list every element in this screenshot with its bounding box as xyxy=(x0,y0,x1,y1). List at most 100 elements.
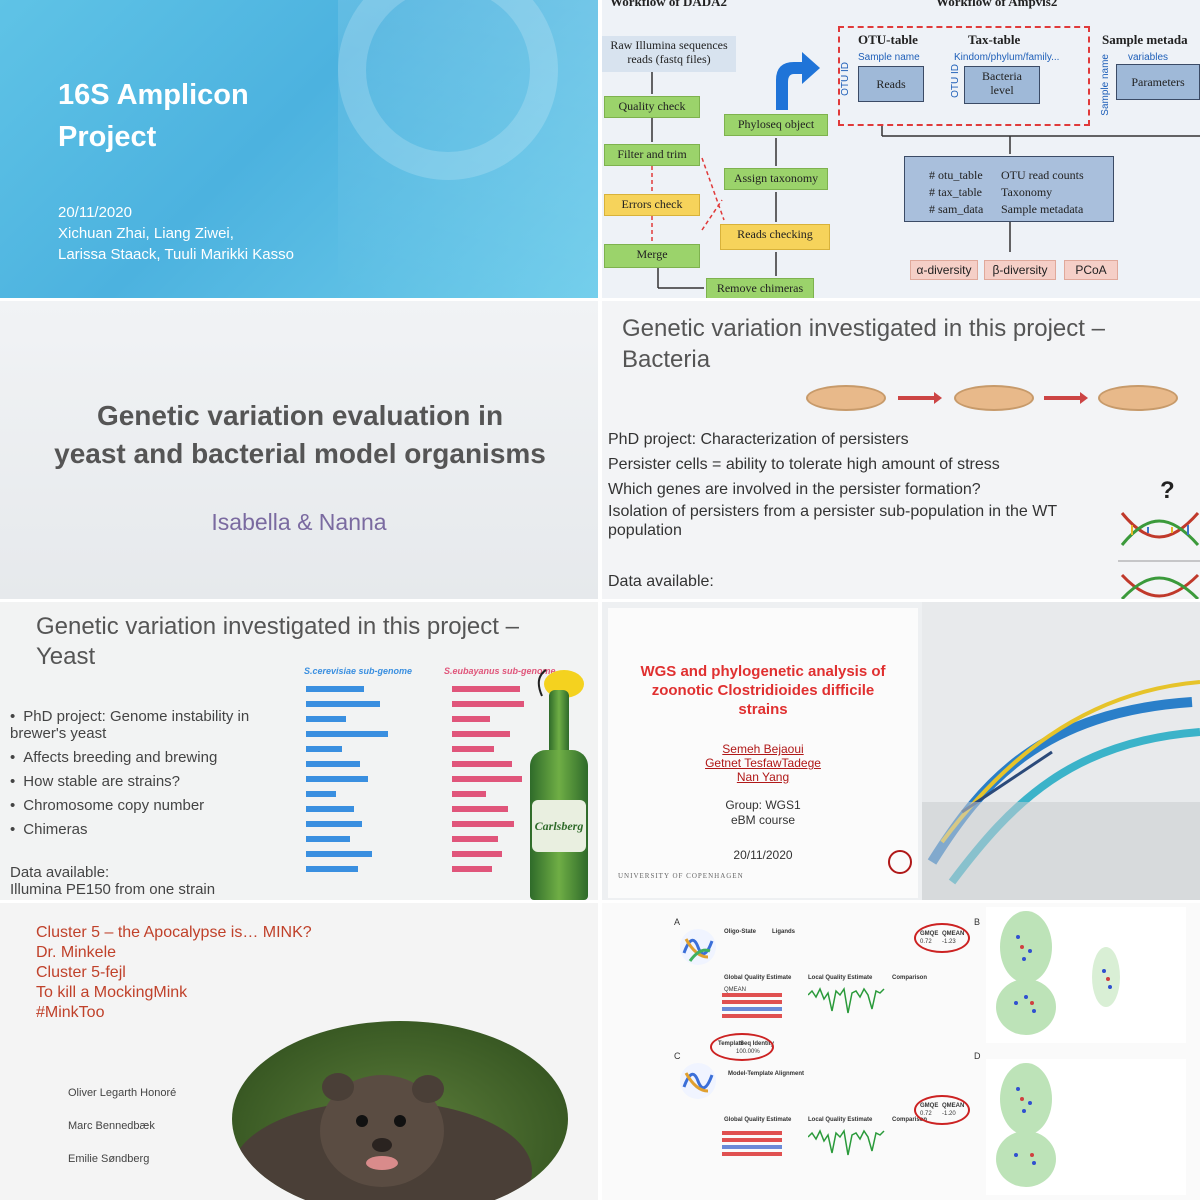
comparison-label: Comparison xyxy=(892,1117,928,1123)
question-mark: ? xyxy=(1160,477,1175,504)
oligo-state-label: Oligo-State xyxy=(724,929,757,935)
petri-dish xyxy=(806,385,886,411)
slide-title: Genetic variation evaluation in yeast an… xyxy=(30,397,570,473)
chromosome-bar xyxy=(452,761,512,767)
slide-authors: Oliver Legarth Honoré Marc Bennedbæk Emi… xyxy=(68,1077,176,1176)
chromosome-bar xyxy=(452,776,522,782)
author: Marc Bennedbæk xyxy=(68,1120,155,1132)
bullet-list: PhD project: Characterization of persist… xyxy=(608,427,1108,540)
sample-metadata-title: Sample metada xyxy=(1102,32,1188,47)
title-line: Yeast xyxy=(36,643,96,670)
author: Oliver Legarth Honoré xyxy=(68,1087,177,1099)
slide-authors: Xichuan Zhai, Liang Ziwei, xyxy=(58,225,234,242)
slide-genetic-variation-title: Genetic variation evaluation in yeast an… xyxy=(0,301,598,599)
global-quality-label: Global Quality Estimate xyxy=(724,975,792,981)
chromosome-bar xyxy=(306,866,358,872)
title-line: Cluster 5 – the Apocalypse is… MINK? xyxy=(36,924,312,941)
title-line: strains xyxy=(738,701,788,718)
reads-box: Reads xyxy=(858,66,924,102)
model-template-label: Model-Template Alignment xyxy=(728,1071,805,1077)
author: Semeh Bejaoui xyxy=(722,742,804,756)
bottle-label: Carlsberg xyxy=(532,800,586,852)
group-name: Group: WGS1 xyxy=(725,798,801,812)
title-line: zoonotic Clostridioides difficile xyxy=(651,682,875,699)
list-item: Chimeras xyxy=(10,818,280,842)
author: Nan Yang xyxy=(736,770,790,784)
list-item: Isolation of persisters from a persister… xyxy=(608,503,1057,539)
title-line: Genetic variation investigated in this p… xyxy=(36,613,519,640)
slide-title: Genetic variation investigated in this p… xyxy=(36,612,596,672)
dna-helix-icon xyxy=(1118,512,1200,599)
summary-left: # otu_table # tax_table # sam_data xyxy=(929,167,983,218)
title-line: yeast and bacterial model organisms xyxy=(54,438,546,469)
ligands-label: Ligands xyxy=(772,929,796,935)
list-item: Chromosome copy number xyxy=(10,794,280,818)
author: Emilie Søndberg xyxy=(68,1153,150,1165)
petri-dish xyxy=(1098,385,1178,411)
highlight-circle xyxy=(710,1033,774,1061)
slide-title-lines: Cluster 5 – the Apocalypse is… MINK? Dr.… xyxy=(36,923,312,1023)
list-item: PhD project: Genome instability in brewe… xyxy=(10,708,280,742)
genome2-title: S.eubayanus sub-genome xyxy=(444,666,556,676)
reads-checking-box: Reads checking xyxy=(720,224,830,250)
slide-bacteria: Genetic variation investigated in this p… xyxy=(602,301,1200,599)
chromosome-bar xyxy=(306,821,362,827)
sample-metadata-sub: variables xyxy=(1128,52,1169,63)
chromosome-bar xyxy=(452,836,498,842)
local-quality-plot xyxy=(808,987,885,1014)
slide-authors: Isabella & Nanna xyxy=(211,509,387,535)
highlight-circle xyxy=(914,1095,970,1125)
title-line: Bacteria xyxy=(622,346,711,373)
quality-check-box: Quality check xyxy=(604,96,700,118)
alpha-diversity-box: α-diversity xyxy=(910,260,978,280)
local-quality-plot xyxy=(808,1129,885,1156)
slide-yeast: Genetic variation investigated in this p… xyxy=(0,602,598,900)
genome1-title: S.cerevisiae sub-genome xyxy=(304,666,413,676)
slide-16s-amplicon: 16S Amplicon Project 20/11/2020 Xichuan … xyxy=(0,0,598,298)
summary-item: OTU read counts xyxy=(1001,168,1084,182)
tax-table-title: Tax-table xyxy=(968,32,1021,47)
slide-date: 20/11/2020 xyxy=(733,848,793,862)
title-line: Project xyxy=(58,121,157,153)
list-item: How stable are strains? xyxy=(10,770,280,794)
title-line: Genetic variation evaluation in xyxy=(96,400,504,431)
chromosome-bar xyxy=(452,746,494,752)
chromosome-bar xyxy=(452,686,520,692)
slide-authors: Semeh Bejaoui Getnet TesfawTadege Nan Ya… xyxy=(618,742,908,784)
local-quality-label: Local Quality Estimate xyxy=(808,1117,873,1123)
slide-swiss-model: A B C D Oligo-State Ligands Global Quali… xyxy=(602,903,1200,1200)
otu-table-vertical: OTU ID xyxy=(840,62,851,96)
list-item: PhD project: Characterization of persist… xyxy=(608,431,909,448)
slide-title: Genetic variation investigated in this p… xyxy=(622,313,1182,375)
slide-card: WGS and phylogenetic analysis of zoonoti… xyxy=(608,608,918,898)
parameters-box: Parameters xyxy=(1116,64,1200,100)
chromosome-bar xyxy=(306,701,380,707)
title-line: Cluster 5-fejl xyxy=(36,964,126,981)
tax-table-sub: Kindom/phylum/family... xyxy=(954,52,1060,63)
chromosome-bar xyxy=(452,866,492,872)
slide-wgs: WGS and phylogenetic analysis of zoonoti… xyxy=(602,602,1200,900)
title-line: To kill a MockingMink xyxy=(36,984,188,1001)
assign-taxonomy-box: Assign taxonomy xyxy=(724,168,828,190)
author: Getnet TesfawTadege xyxy=(705,756,821,770)
bottle-neck xyxy=(549,690,569,758)
errors-check-box: Errors check xyxy=(604,194,700,216)
bullet-list: PhD project: Genome instability in brewe… xyxy=(10,708,280,842)
local-quality-label: Local Quality Estimate xyxy=(808,975,873,981)
chromosome-bar xyxy=(306,731,388,737)
chromosome-bar xyxy=(306,836,350,842)
mink-illustration xyxy=(232,1073,532,1200)
quality-bars xyxy=(722,1131,782,1156)
list-item: Persister cells = ability to tolerate hi… xyxy=(608,456,1000,473)
slide-group: Group: WGS1 eBM course xyxy=(618,798,908,828)
panel-label: B xyxy=(974,917,981,927)
data-available-label: Data available: xyxy=(10,864,110,881)
comparison-label: Comparison xyxy=(892,975,928,981)
panel-label: A xyxy=(674,917,681,927)
remove-chimeras-box: Remove chimeras xyxy=(706,278,814,298)
chromosome-bar xyxy=(452,716,490,722)
chromosome-bar xyxy=(306,806,354,812)
list-item: Which genes are involved in the persiste… xyxy=(608,481,981,498)
title-line: Genetic variation investigated in this p… xyxy=(622,315,1105,342)
